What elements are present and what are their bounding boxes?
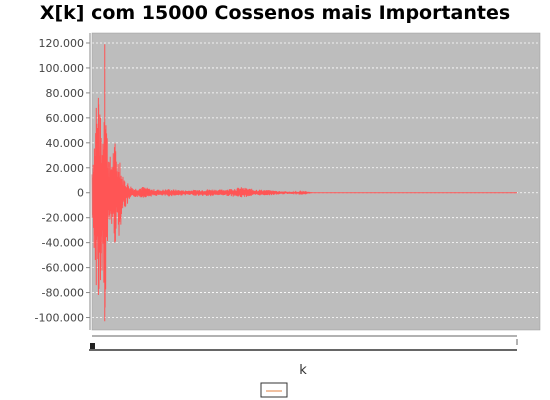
y-tick-label: 40.000	[46, 137, 85, 150]
plot-border	[91, 32, 541, 331]
series-layer	[91, 44, 517, 322]
y-axis-ticks: 120.000 100.000 80.000 60.000 40.000 20.000 0 -…	[35, 37, 90, 325]
y-tick-label: 0	[77, 187, 84, 200]
chart-title: X[k] com 15000 Cossenos mais Importantes	[39, 2, 511, 24]
y-tick-label: 80.000	[46, 87, 85, 100]
plot-background	[92, 33, 540, 330]
y-tick-label: 60.000	[46, 112, 85, 125]
y-tick-label: 20.000	[46, 162, 85, 175]
y-tick-label: -60.000	[42, 262, 84, 275]
y-tick-label: 120.000	[39, 37, 85, 50]
y-tick-label: -40.000	[42, 237, 84, 250]
y-tick-label: 100.000	[39, 62, 85, 75]
y-tick-label: -100.000	[35, 312, 84, 325]
x-tick-cluster	[90, 343, 95, 349]
x-axis-label: k	[299, 363, 307, 378]
y-tick-label: -20.000	[42, 212, 84, 225]
series-line	[91, 44, 517, 322]
y-tick-label: -80.000	[42, 287, 84, 300]
